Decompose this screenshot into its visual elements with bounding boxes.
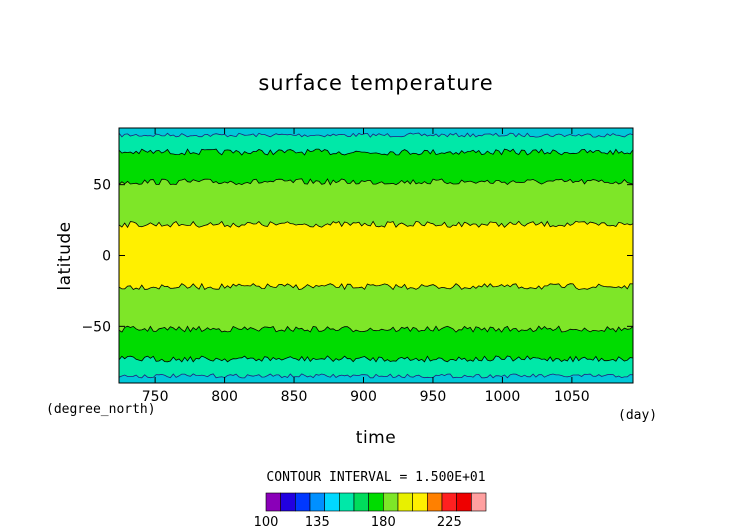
contour-band: [119, 221, 633, 290]
colorbar-swatch: [368, 492, 384, 512]
contour-band: [119, 326, 633, 362]
contour-line: [118, 178, 634, 186]
colorbar-swatch: [456, 492, 472, 512]
x-tick-label: 850: [281, 389, 308, 405]
y-axis-label: latitude: [55, 221, 75, 290]
contour-band: [119, 283, 633, 333]
colorbar-swatch: [397, 492, 413, 512]
colorbar-swatch: [383, 492, 399, 512]
chart-title: surface temperature: [258, 71, 493, 95]
contour-band: [119, 149, 633, 185]
x-tick-label: 900: [350, 389, 377, 405]
colorbar-tick-label: 225: [437, 515, 462, 530]
x-axis-label: time: [356, 428, 396, 448]
colorbar-swatch: [353, 492, 369, 512]
colorbar-swatch: [412, 492, 428, 512]
colorbar-swatch: [309, 492, 325, 512]
contour-line: [118, 325, 634, 333]
colorbar-ticks: 100 135 180 225: [254, 515, 462, 530]
x-axis-ticks: 750 800 850 900 950 1000 1050: [142, 128, 590, 405]
colorbar-swatch: [339, 492, 355, 512]
contour-line: [118, 220, 634, 229]
y-tick-label: −50: [81, 319, 111, 335]
y-tick-label: 0: [102, 249, 111, 265]
y-unit-label: (degree_north): [46, 402, 156, 417]
contour-line: [118, 148, 634, 156]
contour-line: [118, 282, 634, 291]
colorbar: [265, 492, 487, 512]
colorbar-swatch: [427, 492, 443, 512]
colorbar-swatch: [295, 492, 311, 512]
contour-band: [119, 178, 633, 228]
colorbar-swatch: [280, 492, 296, 512]
contour-line: [118, 373, 634, 379]
x-tick-label: 1000: [485, 389, 521, 405]
colorbar-tick-label: 100: [254, 515, 279, 530]
x-tick-label: 950: [420, 389, 447, 405]
contour-line: [118, 355, 634, 363]
colorbar-tick-label: 135: [305, 515, 330, 530]
contour-line: [118, 132, 634, 138]
x-tick-label: 800: [211, 389, 238, 405]
x-unit-label: (day): [618, 408, 657, 423]
y-tick-label: 50: [93, 178, 111, 194]
colorbar-swatch: [441, 492, 457, 512]
polar-band: [119, 373, 633, 383]
colorbar-swatch: [471, 492, 487, 512]
colorbar-tick-label: 180: [371, 515, 396, 530]
y-axis-ticks: 50 0 −50: [81, 178, 633, 335]
x-tick-label: 750: [142, 389, 169, 405]
colorbar-swatch: [324, 492, 340, 512]
contour-interval-text: CONTOUR INTERVAL = 1.500E+01: [266, 470, 485, 485]
plot-area: [119, 128, 633, 383]
contour-lines: [118, 132, 634, 379]
x-tick-label: 1050: [554, 389, 590, 405]
colorbar-swatch: [265, 492, 281, 512]
